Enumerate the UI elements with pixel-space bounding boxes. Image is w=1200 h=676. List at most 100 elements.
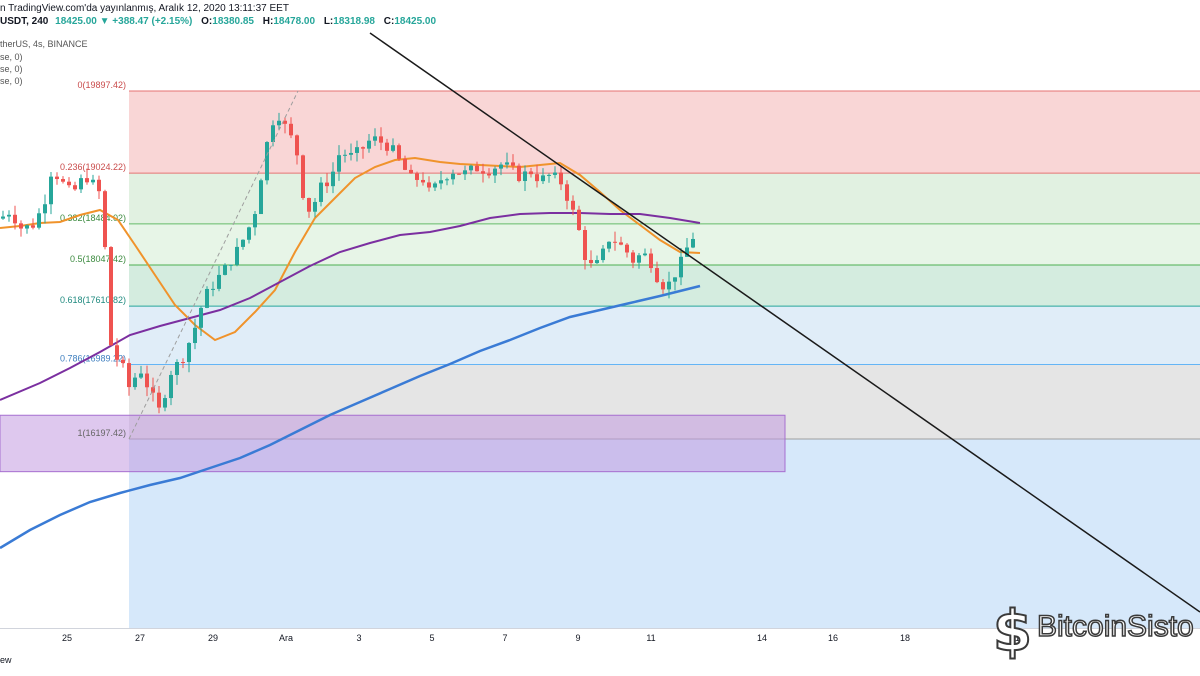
- price-change: 18425.00 ▼ +388.47 (+2.15%): [55, 16, 193, 27]
- candle-body: [283, 120, 287, 124]
- candle-body: [655, 268, 659, 283]
- candle-body: [73, 185, 77, 190]
- candle: [457, 173, 461, 175]
- candle-body: [373, 136, 377, 141]
- candle: [583, 226, 587, 270]
- candle: [559, 166, 563, 191]
- candle: [151, 377, 155, 402]
- candle-body: [199, 307, 203, 328]
- candle: [253, 210, 257, 236]
- candle: [421, 172, 425, 186]
- candle-body: [445, 179, 449, 181]
- downtrend-line: [369, 32, 1200, 613]
- candle-body: [577, 209, 581, 231]
- candle-body: [499, 164, 503, 169]
- candle: [577, 205, 581, 231]
- candle: [127, 358, 131, 396]
- candle-body: [13, 214, 17, 224]
- candle: [445, 177, 449, 186]
- fib-level-label: 0.5(18047.42): [70, 254, 126, 264]
- candle-body: [247, 227, 251, 240]
- candle: [439, 171, 443, 190]
- symbol-interval: USDT, 240: [0, 16, 49, 27]
- x-tick-label: Ara: [278, 633, 294, 643]
- candle-body: [7, 214, 11, 217]
- candle-body: [253, 214, 257, 228]
- candle-body: [685, 247, 689, 257]
- candle-body: [37, 213, 41, 228]
- candle-body: [691, 238, 695, 248]
- high-label: H:: [262, 16, 274, 27]
- candle-body: [649, 253, 653, 269]
- candle: [241, 239, 245, 250]
- fib-anchor-line: [128, 90, 299, 440]
- candle-body: [103, 191, 107, 248]
- candle-body: [67, 181, 71, 186]
- candle: [649, 248, 653, 273]
- candle: [175, 359, 179, 385]
- candle-body: [295, 135, 299, 156]
- candle-body: [241, 239, 245, 247]
- candle: [187, 342, 191, 373]
- candle: [343, 149, 347, 163]
- candle-body: [541, 175, 545, 182]
- ema-20-line: [0, 156, 701, 342]
- candle-body: [31, 225, 35, 228]
- fib-level-label: 0(19897.42): [77, 80, 126, 90]
- candle-body: [505, 162, 509, 165]
- candle: [661, 278, 665, 294]
- candle-body: [187, 343, 191, 363]
- candle-body: [181, 362, 185, 364]
- candle-body: [115, 345, 119, 360]
- candle-body: [463, 170, 467, 175]
- candle-body: [511, 162, 515, 166]
- candle-body: [25, 225, 29, 229]
- candle: [595, 255, 599, 264]
- candle-body: [205, 288, 209, 308]
- candle: [283, 117, 287, 134]
- candle: [385, 138, 389, 156]
- candle-body: [559, 172, 563, 185]
- candle-body: [277, 120, 281, 126]
- candle-body: [547, 174, 551, 176]
- candle: [361, 146, 365, 159]
- candle: [331, 162, 335, 194]
- candle-body: [415, 173, 419, 180]
- candle: [469, 164, 473, 175]
- candle: [79, 174, 83, 193]
- candle-body: [349, 152, 353, 155]
- candle-body: [517, 165, 521, 182]
- x-tick-label: 25: [61, 633, 73, 643]
- candle: [265, 141, 269, 185]
- candle: [433, 181, 437, 192]
- candle: [355, 140, 359, 162]
- candle: [379, 127, 383, 151]
- candle: [367, 133, 371, 153]
- candle: [391, 138, 395, 153]
- demand-zone-box: [0, 414, 786, 473]
- x-tick-label: 5: [429, 633, 435, 643]
- candle: [415, 171, 419, 187]
- candle: [409, 164, 413, 174]
- candle: [625, 243, 629, 258]
- candle-body: [613, 241, 617, 243]
- candle-body: [175, 362, 179, 375]
- ema-200-line: [0, 284, 701, 550]
- symbol-ohlc: USDT, 240 18425.00 ▼ +388.47 (+2.15%) O:…: [0, 16, 436, 27]
- candle-body: [1, 216, 5, 219]
- candle: [61, 176, 65, 184]
- candle-body: [427, 182, 431, 188]
- demand-zone: [0, 414, 786, 473]
- candle-body: [331, 171, 335, 187]
- time-axis[interactable]: 25 27 29 Ara 3 5 7 9 11 14 16 18 21: [0, 628, 1200, 676]
- published-info: n TradingView.com'da yayınlanmış, Aralık…: [0, 3, 289, 14]
- candle-body: [367, 140, 371, 149]
- candle: [85, 168, 89, 185]
- candle-body: [319, 182, 323, 202]
- x-tick-label: 11: [646, 633, 656, 643]
- price-chart[interactable]: 0(19897.42) 0.236(19024.22) 0.382(18484.02…: [0, 0, 1200, 628]
- candle: [691, 232, 695, 249]
- candle-body: [631, 252, 635, 263]
- candle: [631, 249, 635, 269]
- candle-body: [625, 244, 629, 253]
